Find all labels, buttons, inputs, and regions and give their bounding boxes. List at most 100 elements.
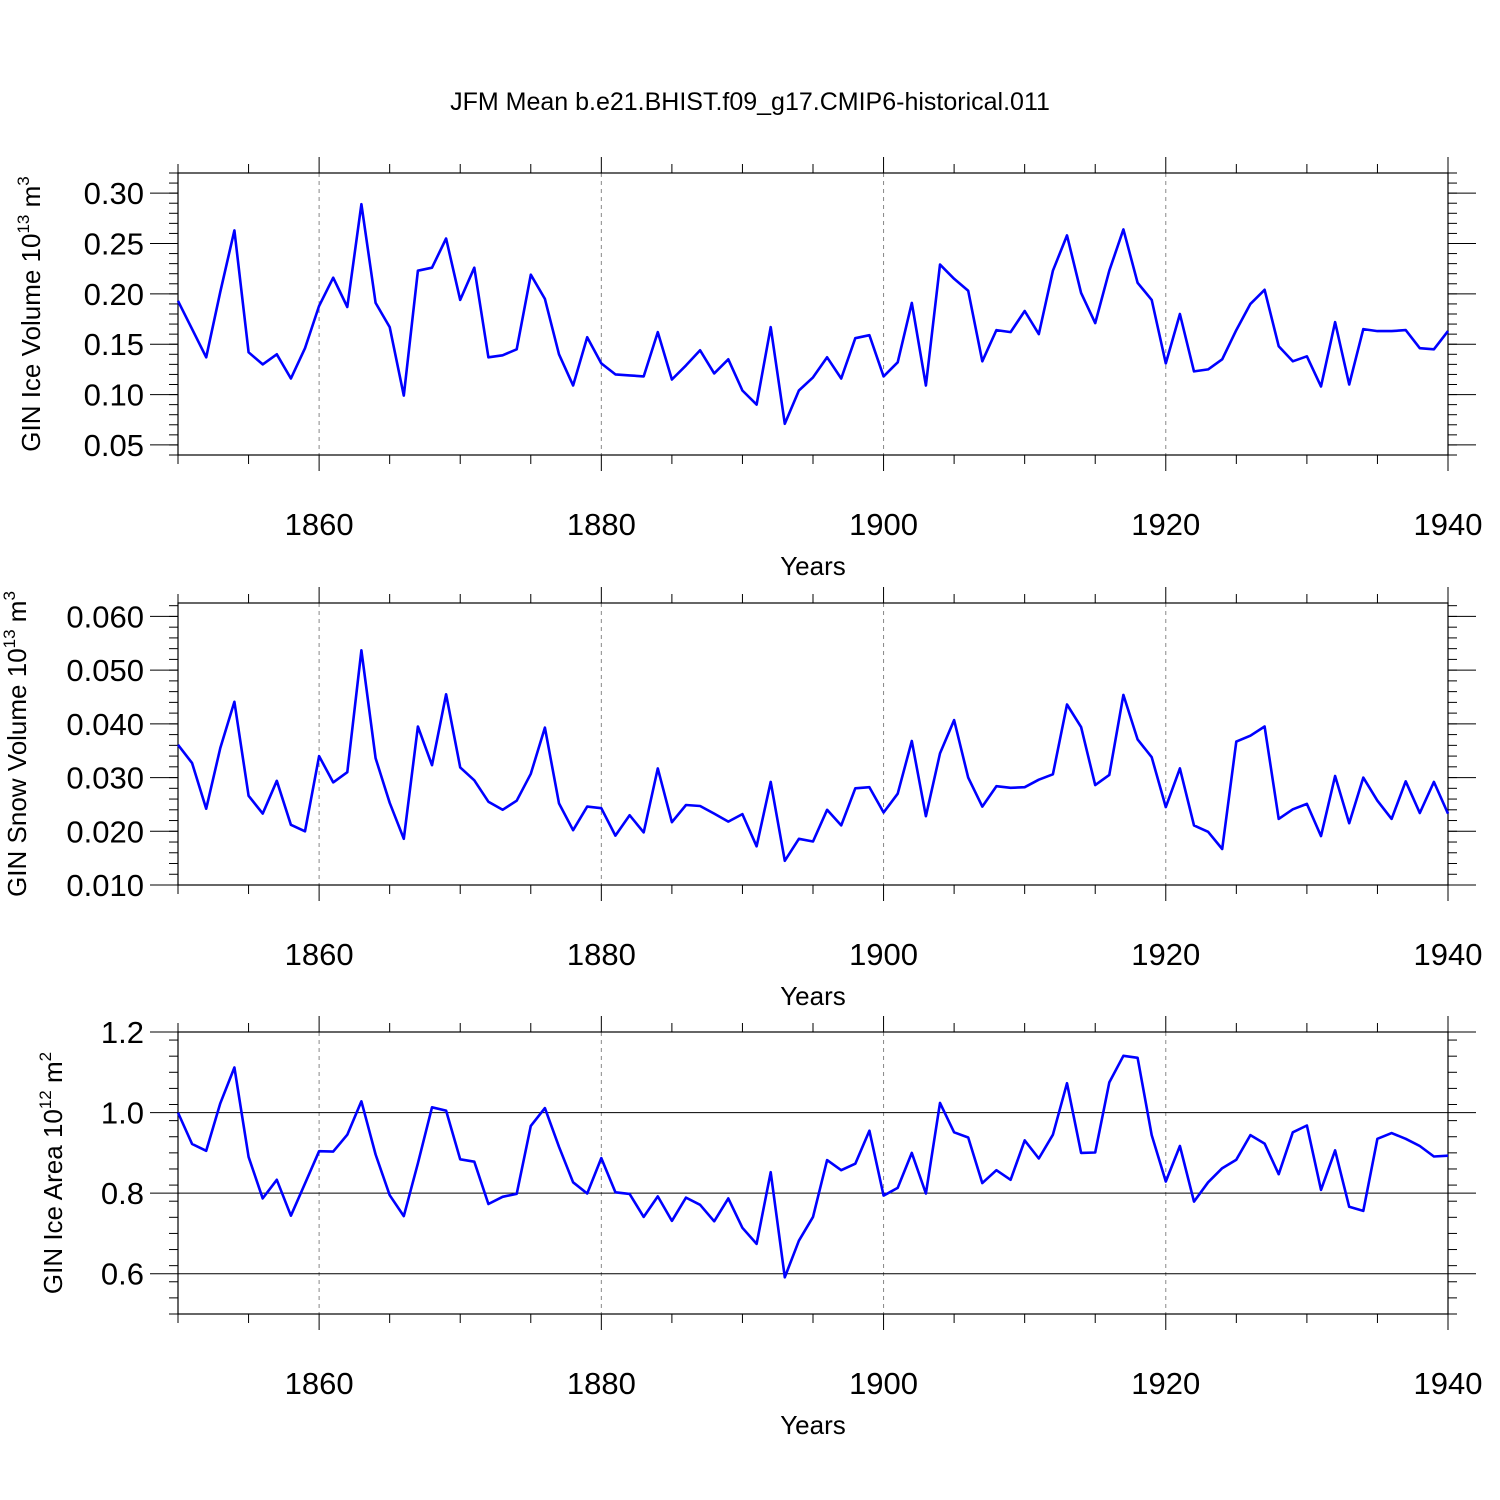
series-line — [176, 648, 1450, 863]
data-point — [1164, 1180, 1167, 1183]
y-tick-label: 0.25 — [84, 227, 144, 262]
data-point — [685, 364, 688, 367]
data-point — [219, 291, 222, 294]
data-point — [812, 1216, 815, 1219]
data-point — [1348, 1206, 1351, 1209]
x-tick-label: 1880 — [567, 507, 636, 542]
data-point — [896, 792, 899, 795]
data-point — [1277, 345, 1280, 348]
data-point — [205, 1150, 208, 1153]
data-point — [840, 824, 843, 827]
data-point — [671, 821, 674, 824]
data-point — [910, 302, 913, 305]
data-point — [1277, 1173, 1280, 1176]
data-point — [1433, 1155, 1436, 1158]
data-point — [967, 290, 970, 293]
data-point — [1362, 776, 1365, 779]
data-point — [981, 360, 984, 363]
data-point — [925, 384, 928, 387]
data-point — [1080, 1152, 1083, 1155]
data-point — [374, 1153, 377, 1156]
data-point — [1179, 767, 1182, 770]
data-point — [981, 805, 984, 808]
data-point — [529, 1125, 532, 1128]
data-point — [1164, 806, 1167, 809]
data-point — [332, 781, 335, 784]
data-point — [1080, 726, 1083, 729]
data-point — [459, 299, 462, 302]
data-point — [868, 1129, 871, 1132]
data-point — [1009, 1179, 1012, 1182]
data-point — [1362, 328, 1365, 331]
data-point — [1291, 360, 1294, 363]
data-point — [713, 812, 716, 815]
data-point — [939, 752, 942, 755]
data-point — [783, 1276, 786, 1279]
data-point — [1376, 330, 1379, 333]
data-point — [600, 362, 603, 365]
data-point — [1263, 289, 1266, 292]
data-point — [261, 1197, 264, 1200]
data-point — [1334, 321, 1337, 324]
data-point — [360, 203, 363, 206]
data-point — [854, 337, 857, 340]
data-point — [219, 747, 222, 750]
data-point — [727, 1197, 730, 1200]
data-point — [1334, 1149, 1337, 1152]
data-point — [388, 1194, 391, 1197]
data-point — [558, 802, 561, 805]
data-point — [1362, 1210, 1365, 1213]
y-axis-label: GIN Ice Area 1012 m2 — [36, 1052, 68, 1294]
data-point — [402, 1215, 405, 1218]
data-point — [473, 266, 476, 269]
data-point — [233, 1066, 236, 1069]
data-point — [374, 302, 377, 305]
data-point — [1066, 1082, 1069, 1085]
y-tick-label: 0.020 — [66, 814, 144, 849]
data-point — [981, 1182, 984, 1185]
data-point — [925, 1192, 928, 1195]
data-point — [685, 804, 688, 807]
x-tick-label: 1920 — [1131, 507, 1200, 542]
data-point — [191, 762, 194, 765]
data-point — [1023, 310, 1026, 313]
data-point — [445, 693, 448, 696]
data-point — [1390, 330, 1393, 333]
data-point — [529, 273, 532, 276]
data-point — [360, 1100, 363, 1103]
x-tick-label: 1900 — [849, 1366, 918, 1401]
data-point — [1221, 358, 1224, 361]
data-point — [1306, 803, 1309, 806]
data-point — [1291, 808, 1294, 811]
y-axis-label: GIN Ice Volume 1013 m3 — [14, 176, 46, 452]
data-point — [826, 356, 829, 359]
data-point — [515, 1193, 518, 1196]
data-point — [600, 1157, 603, 1160]
data-point — [219, 1102, 222, 1105]
data-point — [1376, 1137, 1379, 1140]
data-point — [191, 328, 194, 331]
data-point — [346, 771, 349, 774]
data-point — [1221, 1167, 1224, 1170]
data-point — [741, 1226, 744, 1229]
data-point — [529, 773, 532, 776]
data-point — [1066, 234, 1069, 237]
data-point — [656, 331, 659, 334]
data-point — [713, 1220, 716, 1223]
data-point — [374, 757, 377, 760]
x-tick-label: 1920 — [1131, 937, 1200, 972]
data-point — [868, 334, 871, 337]
x-tick-label: 1940 — [1414, 1366, 1483, 1401]
data-point — [1433, 348, 1436, 351]
data-point — [1052, 1133, 1055, 1136]
data-point — [826, 1159, 829, 1162]
data-point — [205, 356, 208, 359]
y-tick-label: 0.20 — [84, 277, 144, 312]
x-tick-label: 1920 — [1131, 1366, 1200, 1401]
data-point — [1306, 1124, 1309, 1127]
data-point — [1193, 824, 1196, 827]
data-point — [713, 372, 716, 375]
data-point — [558, 353, 561, 356]
data-point — [1094, 1151, 1097, 1154]
data-point — [1150, 299, 1153, 302]
